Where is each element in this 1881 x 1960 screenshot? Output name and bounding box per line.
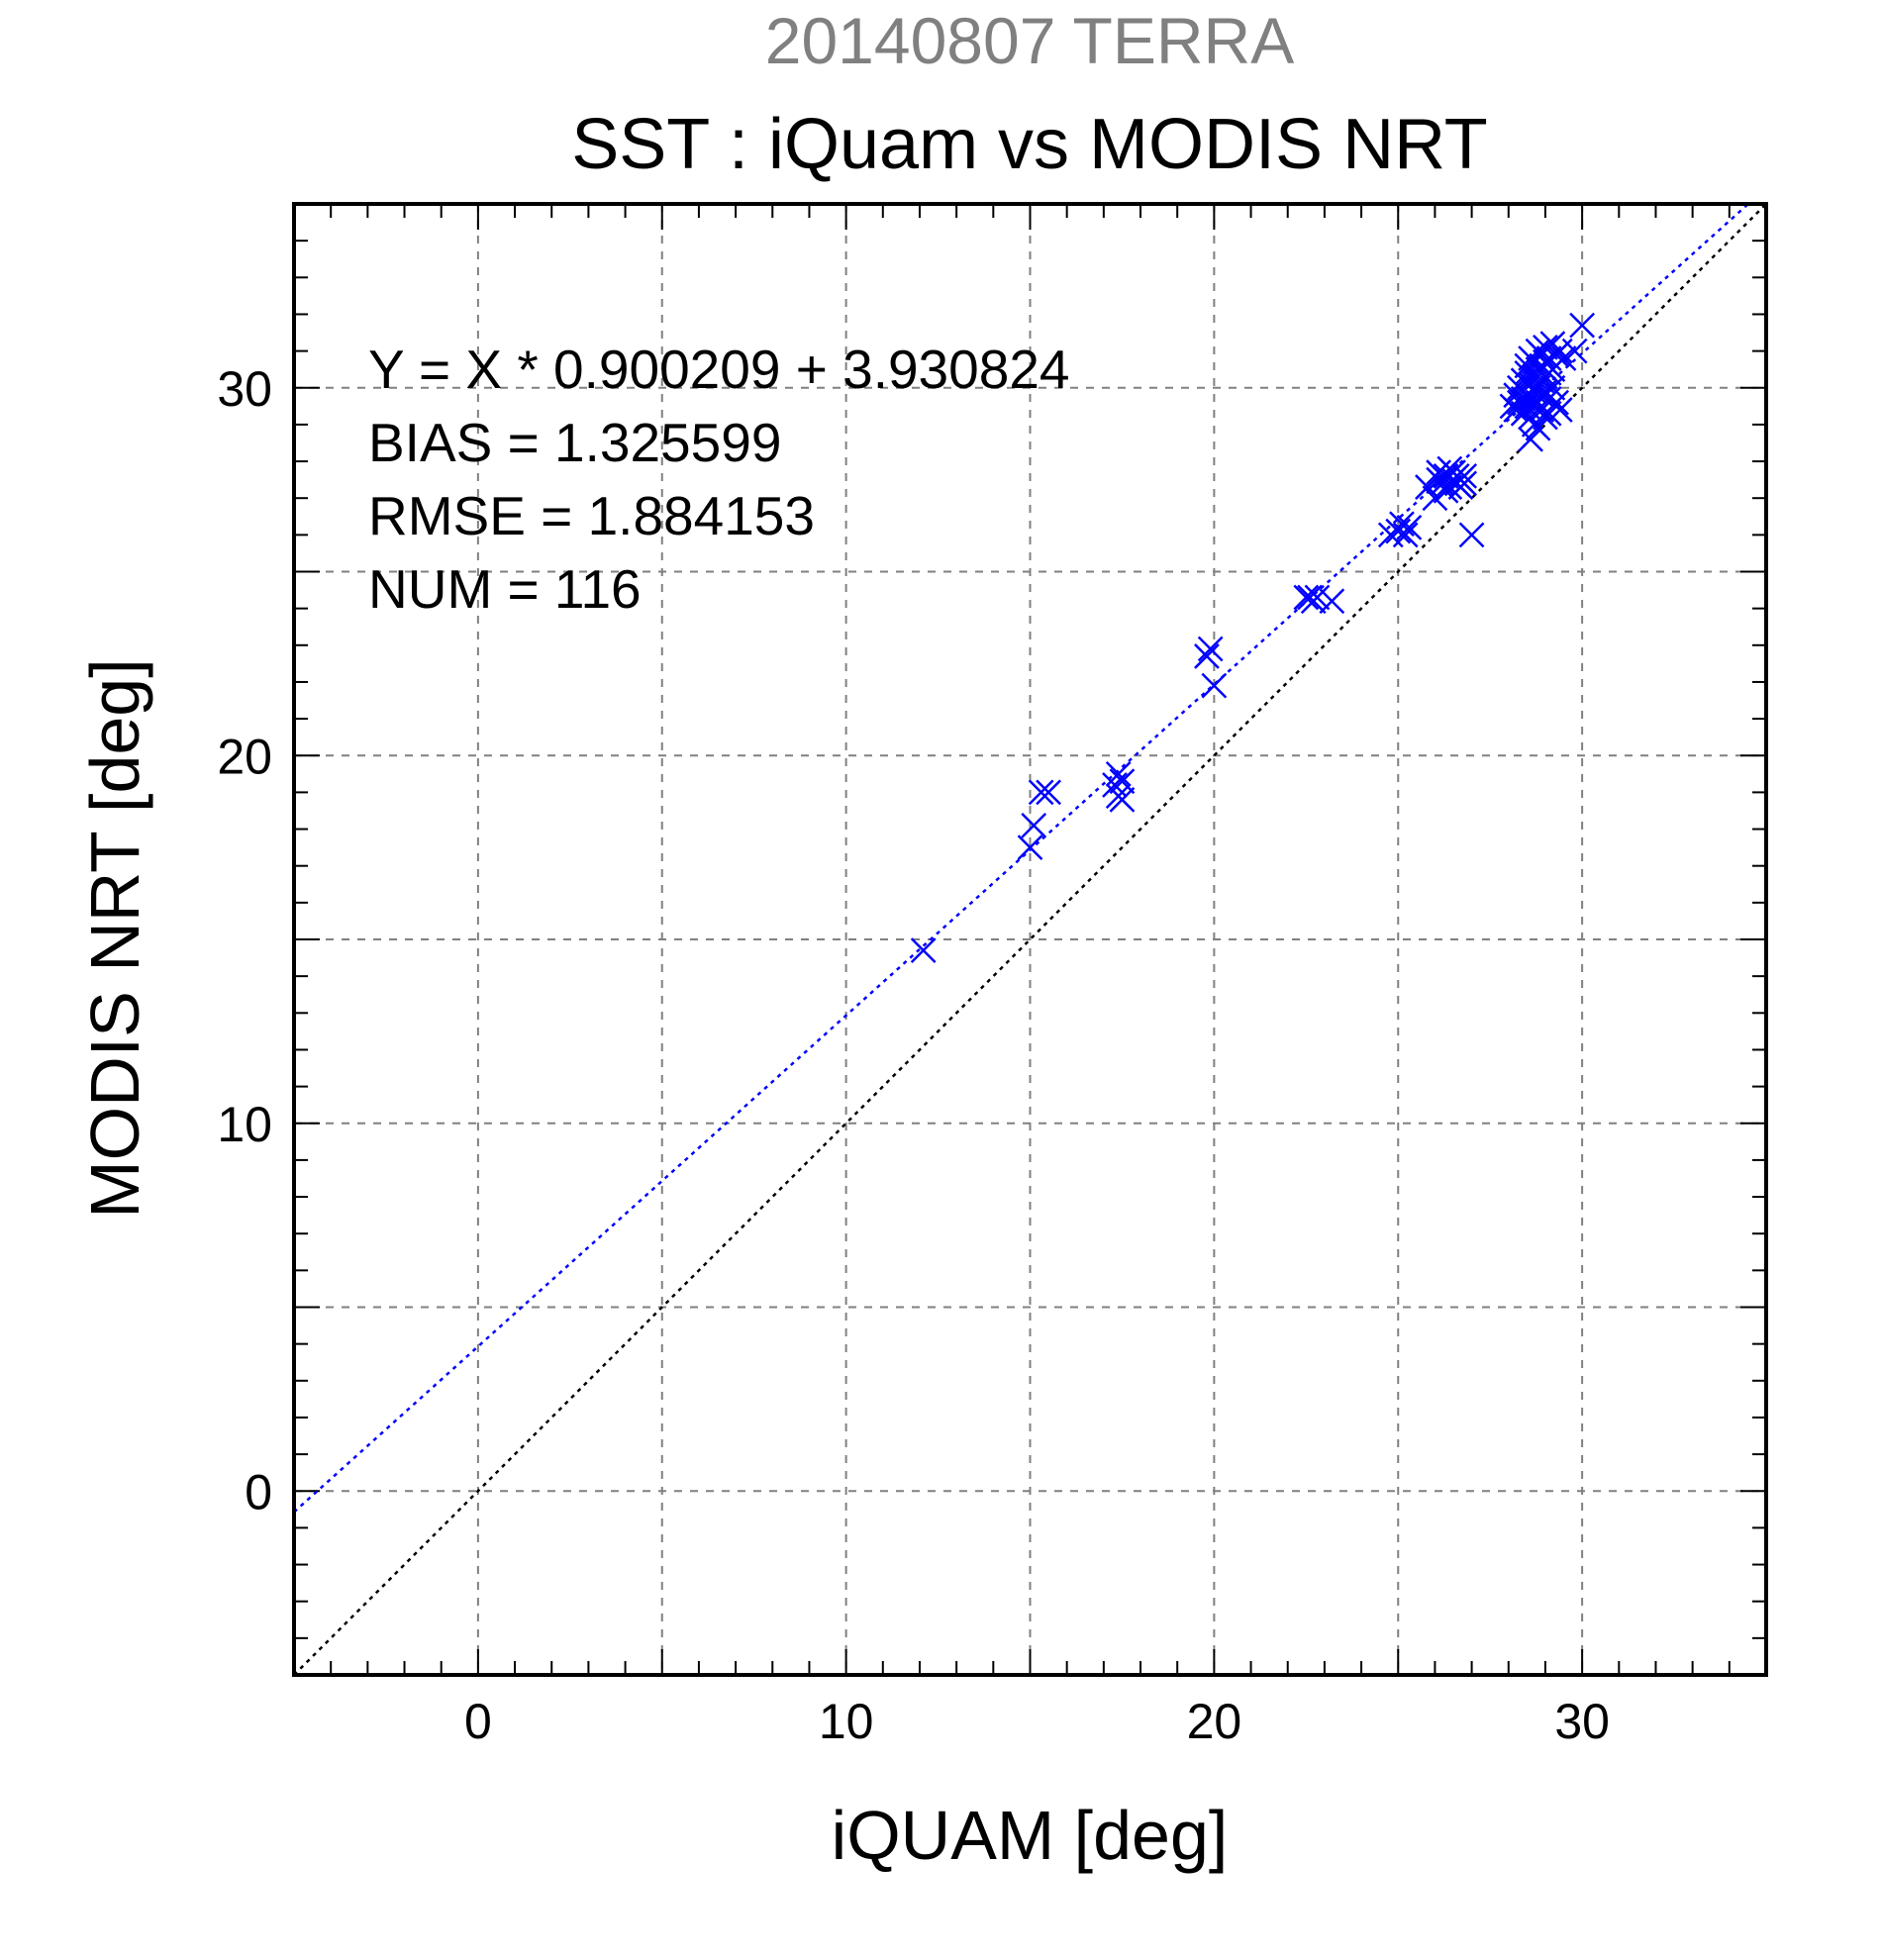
data-point-stroke (1451, 470, 1478, 497)
y-axis-label: MODIS NRT [deg] (76, 658, 153, 1218)
stat-regression: Y = X * 0.900209 + 3.930824 (368, 339, 1070, 400)
data-point-stroke (1533, 335, 1558, 360)
data-point (1036, 779, 1061, 806)
stat-rmse: RMSE = 1.884153 (368, 485, 815, 546)
data-point-stroke (1451, 463, 1478, 489)
y-tick-label: 0 (245, 1464, 272, 1519)
data-point-stroke (1036, 779, 1061, 806)
data-point (1561, 338, 1588, 364)
data-point-stroke (1539, 374, 1566, 401)
data-point-stroke (1028, 779, 1054, 806)
data-point (1539, 374, 1566, 401)
data-point-stroke (1201, 672, 1228, 699)
x-tick-label: 20 (1187, 1694, 1242, 1749)
data-point (1017, 834, 1043, 861)
stat-bias: BIAS = 1.325599 (368, 412, 781, 473)
data-point (1451, 470, 1478, 497)
data-point (1109, 786, 1136, 813)
data-point-stroke (1436, 474, 1463, 500)
data-point-stroke (1109, 786, 1136, 813)
data-point-stroke (1550, 345, 1577, 371)
axis-ticks (294, 204, 1766, 1675)
data-point-stroke (1293, 584, 1320, 611)
y-tick-label: 30 (217, 361, 272, 417)
data-point (1396, 515, 1423, 540)
plot-frame (292, 202, 1768, 1677)
data-point-stroke (1304, 584, 1331, 611)
x-axis-label: iQUAM [deg] (832, 1797, 1229, 1874)
data-point (1028, 779, 1054, 806)
data-point-stroke (1546, 397, 1573, 423)
data-point (1105, 760, 1132, 787)
data-point (1021, 812, 1047, 838)
data-point-stroke (1529, 397, 1555, 423)
data-point-stroke (1525, 415, 1551, 441)
chart-date-title: 20140807 TERRA (765, 4, 1294, 77)
data-point-stroke (1194, 643, 1220, 669)
data-point-stroke (1458, 522, 1485, 548)
data-point (1569, 312, 1596, 339)
data-point (1458, 522, 1485, 548)
data-point-stroke (1396, 515, 1423, 540)
chart-title: SST : iQuam vs MODIS NRT (571, 105, 1488, 184)
x-tick-label: 10 (819, 1694, 874, 1749)
tick-labels: 0 10 20 30 0 10 20 30 (217, 361, 1610, 1749)
data-point-stroke (1105, 760, 1132, 787)
data-point-stroke (1569, 312, 1596, 339)
data-point (1109, 768, 1136, 795)
y-tick-label: 10 (217, 1097, 272, 1152)
y-tick-label: 20 (217, 729, 272, 784)
data-point (1304, 584, 1331, 611)
data-point-stroke (1561, 338, 1588, 364)
data-points (910, 312, 1596, 964)
data-point-stroke (1319, 588, 1345, 615)
data-point (1518, 426, 1543, 452)
data-point-stroke (1543, 389, 1569, 416)
stats-box: Y = X * 0.900209 + 3.930824 BIAS = 1.325… (368, 339, 1070, 620)
data-point-stroke (1017, 834, 1043, 861)
data-point-stroke (910, 937, 937, 964)
data-point-stroke (1021, 812, 1047, 838)
data-point (1451, 463, 1478, 489)
data-point (1436, 474, 1463, 500)
data-point (910, 937, 937, 964)
data-point-stroke (1109, 768, 1136, 795)
data-point (1543, 389, 1569, 416)
data-point (1546, 397, 1573, 423)
data-point-stroke (1518, 426, 1543, 452)
data-point-stroke (1197, 636, 1224, 662)
data-point (1319, 588, 1345, 615)
data-point (1201, 672, 1228, 699)
data-point (1197, 636, 1224, 662)
data-point (1194, 643, 1220, 669)
data-point (1392, 522, 1419, 548)
data-point (1293, 584, 1320, 611)
x-tick-label: 30 (1554, 1694, 1610, 1749)
x-tick-label: 0 (464, 1694, 492, 1749)
stat-num: NUM = 116 (368, 558, 642, 620)
data-point (1550, 345, 1577, 371)
data-point-stroke (1389, 511, 1415, 538)
data-point-stroke (1392, 522, 1419, 548)
